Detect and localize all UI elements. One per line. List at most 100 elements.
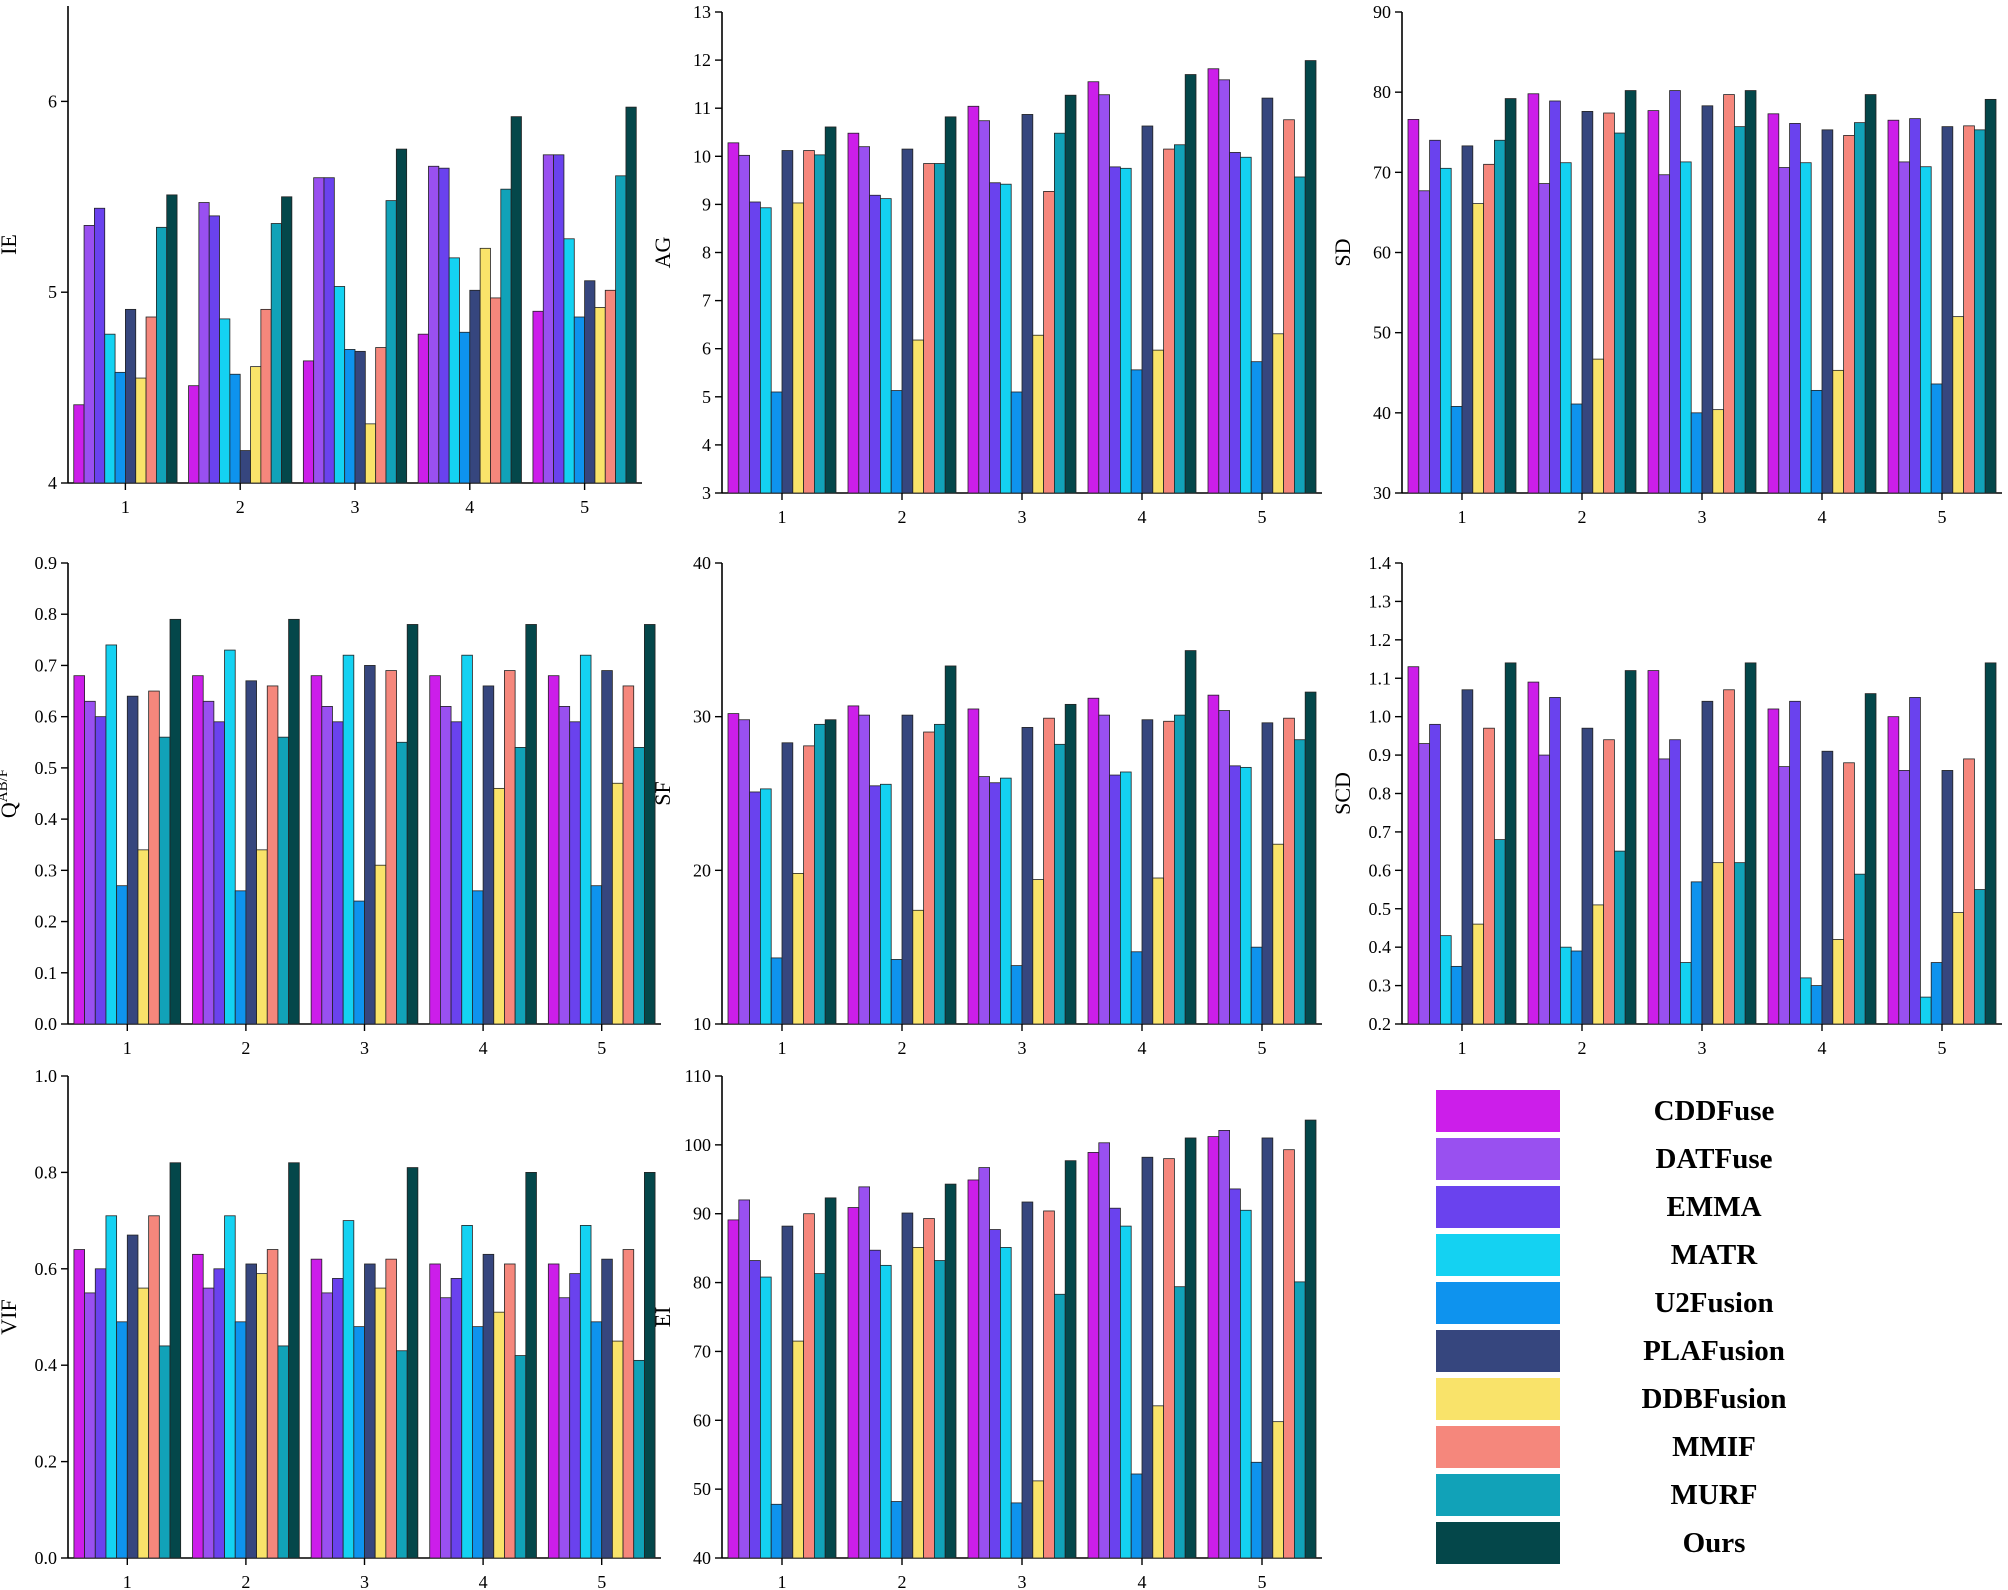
bar <box>1174 144 1186 494</box>
bar <box>989 182 1001 494</box>
bar <box>406 1167 419 1559</box>
bar <box>461 654 473 1025</box>
y-tick-label: 0.4 <box>1369 937 1392 957</box>
bar <box>1109 166 1121 494</box>
bar <box>73 404 85 484</box>
y-tick-label: 1.3 <box>1369 591 1392 611</box>
bar <box>1120 771 1132 1025</box>
bar <box>611 782 624 1025</box>
bar <box>105 1215 118 1559</box>
legend-swatch <box>1436 1234 1560 1276</box>
bar <box>803 150 815 494</box>
bar <box>1440 167 1452 494</box>
bar <box>333 286 346 484</box>
x-tick-label: 1 <box>123 1572 132 1590</box>
bar <box>1898 770 1911 1025</box>
bar <box>1701 105 1714 494</box>
bar <box>1304 691 1317 1025</box>
bar <box>1581 727 1594 1025</box>
y-axis-label: VIF <box>0 1299 21 1334</box>
y-tick-label: 5 <box>702 387 711 407</box>
bar <box>1294 739 1306 1025</box>
bar <box>901 714 914 1025</box>
legend-swatch <box>1436 1330 1560 1372</box>
y-tick-label: 9 <box>702 194 711 214</box>
bar <box>1407 119 1420 494</box>
bar <box>1821 750 1834 1025</box>
bar <box>375 347 387 484</box>
bar <box>1984 662 1997 1025</box>
bar <box>1440 935 1452 1025</box>
bar <box>525 1172 537 1559</box>
y-tick-label: 1.2 <box>1369 630 1392 650</box>
bar <box>1581 111 1594 494</box>
y-tick-label: 0.2 <box>35 1452 58 1472</box>
bar <box>1941 770 1954 1025</box>
bar <box>1130 951 1143 1025</box>
bar <box>73 675 86 1025</box>
bar <box>310 675 323 1025</box>
y-tick-label: 0.9 <box>35 553 58 573</box>
bar <box>202 1287 215 1559</box>
bar <box>342 654 355 1025</box>
x-tick-label: 3 <box>351 497 360 517</box>
bar <box>1472 923 1485 1025</box>
y-tick-label: 0.8 <box>35 604 58 624</box>
legend-item-ddbfusion: DDBFusion <box>1436 1378 1856 1422</box>
bar <box>239 450 251 484</box>
bar <box>1087 1152 1100 1559</box>
y-tick-label: 50 <box>1373 323 1391 343</box>
bar <box>429 675 441 1025</box>
y-tick-label: 11 <box>694 98 711 118</box>
bar <box>1494 839 1506 1025</box>
bar <box>978 120 990 494</box>
bar <box>1800 977 1812 1025</box>
legend-item-matr: MATR <box>1436 1234 1856 1278</box>
bar <box>202 700 215 1025</box>
bar <box>1184 1137 1197 1559</box>
bar <box>847 1207 860 1559</box>
bar <box>459 331 471 484</box>
x-tick-label: 1 <box>1458 507 1467 527</box>
bar <box>1974 129 1986 494</box>
bar <box>749 791 761 1025</box>
y-tick-label: 40 <box>693 553 711 573</box>
bar <box>1789 700 1801 1025</box>
bar <box>1767 708 1780 1025</box>
bar <box>192 1253 204 1559</box>
bar <box>1207 68 1220 494</box>
y-tick-label: 0.6 <box>35 707 58 727</box>
bar <box>749 1260 761 1559</box>
bar <box>1614 850 1626 1025</box>
y-tick-label: 0.7 <box>1369 822 1392 842</box>
legend-item-murf: MURF <box>1436 1474 1856 1518</box>
bar <box>525 624 537 1025</box>
bar <box>880 1264 892 1559</box>
legend-item-datfuse: DATFuse <box>1436 1138 1856 1182</box>
bar <box>1723 689 1735 1025</box>
bar <box>158 736 171 1025</box>
bar <box>256 849 268 1025</box>
bar <box>224 649 236 1025</box>
legend: CDDFuse DATFuse EMMA MATR U2Fusion PLAFu… <box>1436 1090 1856 1570</box>
bar <box>1483 163 1495 494</box>
bar <box>611 1340 624 1559</box>
bar <box>224 1215 236 1559</box>
bar <box>824 1197 837 1559</box>
y-tick-label: 0.2 <box>35 912 58 932</box>
y-tick-label: 70 <box>1373 162 1391 182</box>
bar <box>417 333 429 484</box>
bar <box>1658 174 1671 494</box>
x-tick-label: 4 <box>479 1038 488 1058</box>
bar <box>1920 996 1932 1025</box>
bar <box>1000 777 1012 1025</box>
y-tick-label: 13 <box>693 2 711 22</box>
y-tick-label: 0.5 <box>35 758 58 778</box>
bar <box>1429 723 1441 1025</box>
bar <box>1504 662 1517 1025</box>
bar <box>615 175 627 484</box>
y-axis-label: AG <box>650 237 675 269</box>
bar <box>1810 389 1823 494</box>
bar <box>532 310 544 484</box>
